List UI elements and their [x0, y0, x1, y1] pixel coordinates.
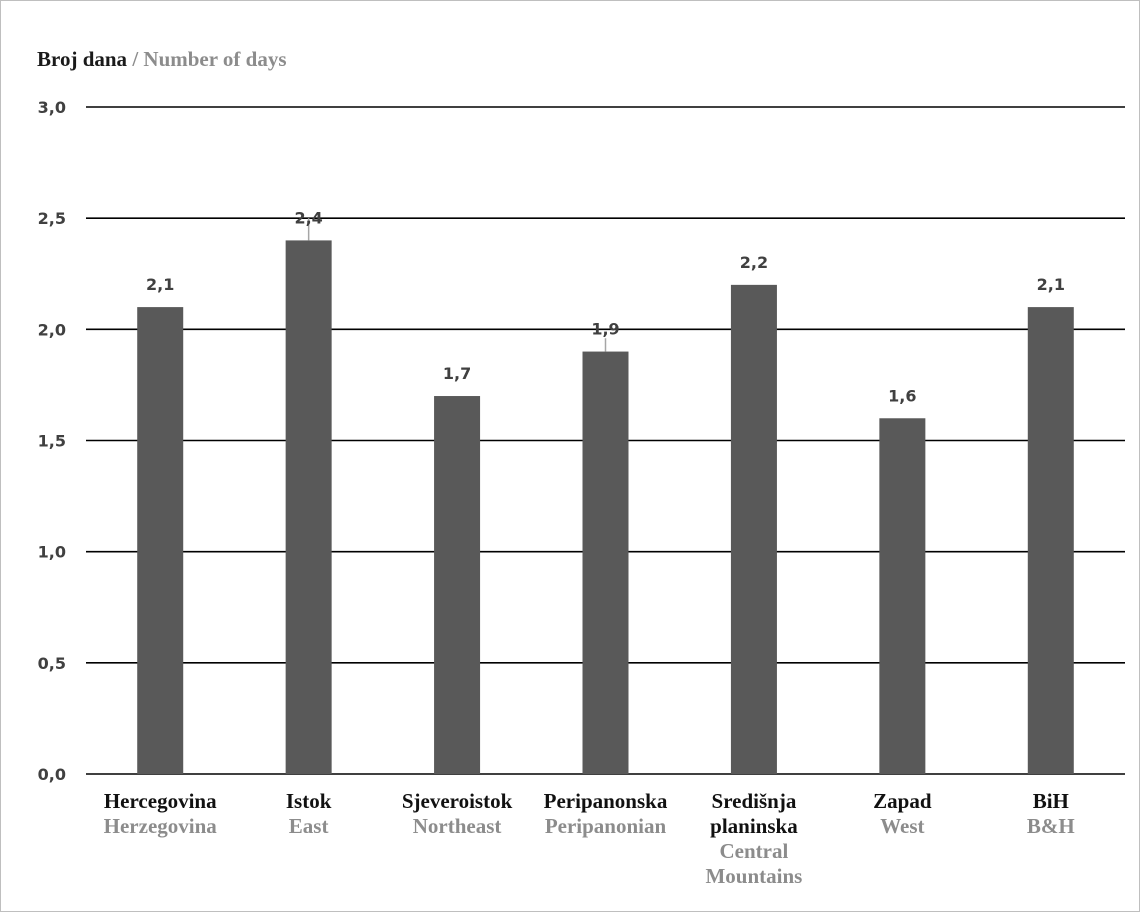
bar	[285, 240, 332, 774]
data-label: 1,7	[443, 364, 471, 383]
category-label-en: B&H	[1027, 814, 1075, 838]
bar	[434, 396, 481, 774]
bar	[730, 284, 777, 774]
bar	[582, 351, 629, 774]
category-label-en: Mountains	[705, 864, 802, 888]
data-label: 2,1	[1037, 275, 1065, 294]
category-label-en: Central	[720, 839, 789, 863]
category-label-en: Peripanonian	[545, 814, 667, 838]
y-tick-label: 2,0	[38, 320, 66, 339]
category-label-en: Northeast	[413, 814, 502, 838]
category-label: Zapad	[873, 789, 932, 813]
category-label: Istok	[286, 789, 332, 813]
bar	[879, 418, 926, 774]
bar	[137, 307, 184, 774]
category-label: Peripanonska	[544, 789, 668, 813]
data-label: 2,1	[146, 275, 174, 294]
category-label: Sjeveroistok	[402, 789, 513, 813]
y-tick-label: 1,0	[38, 543, 66, 562]
bar	[1027, 307, 1074, 774]
data-label: 2,2	[740, 253, 768, 272]
y-axis-title-en: Number of days	[143, 47, 287, 71]
y-tick-label: 3,0	[38, 98, 66, 117]
category-label-en: Herzegovina	[104, 814, 218, 838]
y-tick-label: 1,5	[38, 432, 66, 451]
data-label: 1,9	[591, 320, 619, 339]
y-tick-label: 0,0	[38, 765, 66, 784]
category-label: Hercegovina	[104, 789, 217, 813]
y-axis-title-separator: /	[127, 47, 144, 71]
y-tick-label: 0,5	[38, 654, 66, 673]
y-axis-title-bs: Broj dana	[37, 47, 128, 71]
data-label: 2,4	[294, 208, 322, 227]
category-label: BiH	[1033, 789, 1069, 813]
category-label: Središnja	[712, 789, 797, 813]
y-tick-label: 2,5	[38, 209, 66, 228]
data-label: 1,6	[888, 386, 916, 405]
y-axis-title: Broj dana / Number of days	[37, 47, 287, 72]
category-label-en: West	[880, 814, 924, 838]
category-label-en: East	[289, 814, 329, 838]
category-label: planinska	[710, 814, 798, 838]
